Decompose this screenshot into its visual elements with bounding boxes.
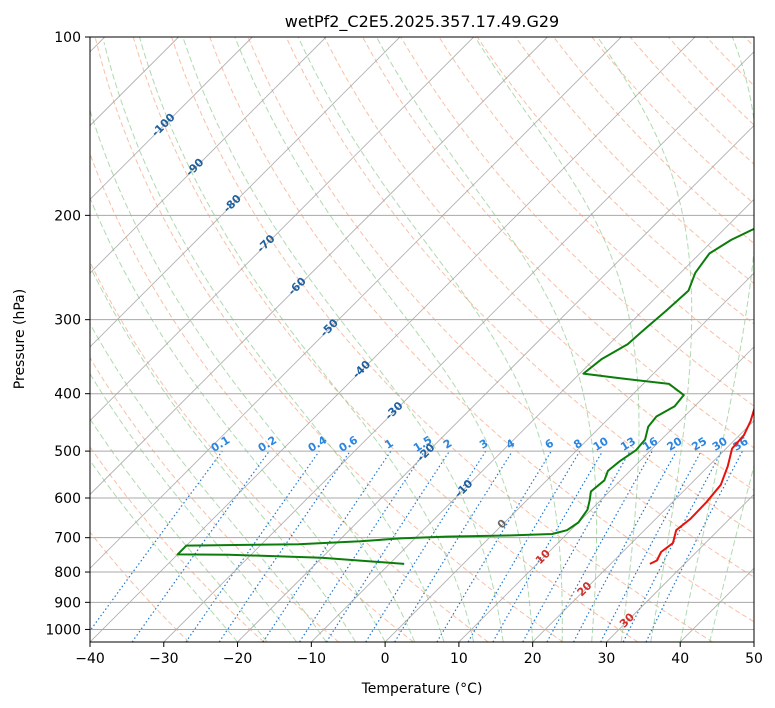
mixing-ratio-line <box>90 450 223 632</box>
x-tick-label: −30 <box>149 651 179 667</box>
dry-adiabat-line <box>209 37 754 623</box>
y-axis-label: Pressure (hPa) <box>12 289 28 389</box>
moist-adiabat-line <box>182 37 504 642</box>
mixing-ratio-line <box>546 450 653 642</box>
moist-adiabat-line <box>679 37 754 642</box>
moist-adiabat-line <box>597 37 693 642</box>
y-axis: 100 200 300 400 500 600 700 800 900 1000 <box>45 30 90 638</box>
plot-frame <box>89 36 755 643</box>
moist-adiabat-line <box>90 265 357 642</box>
temperature-profile-line <box>649 406 754 565</box>
dry-adiabat-line <box>438 37 754 366</box>
isotherm-line <box>90 37 548 496</box>
y-tick-label: 300 <box>54 313 81 329</box>
mixing-ratio-line <box>185 450 320 642</box>
isotherm-line <box>90 37 622 569</box>
isotherm-line <box>237 124 754 642</box>
y-tick-label: 800 <box>54 565 81 581</box>
isotherm-line <box>163 51 754 642</box>
mixing-ratio-line <box>394 450 513 642</box>
isotherm-line <box>90 37 474 422</box>
x-tick-label: −20 <box>223 651 253 667</box>
moist-adiabat-line <box>474 37 640 642</box>
isobars <box>90 37 754 630</box>
mixing-ratio-line <box>218 450 351 642</box>
mixing-ratio-line <box>522 450 631 642</box>
x-tick-label: 30 <box>598 651 616 667</box>
moist-adiabat-line <box>103 41 445 642</box>
moist-adiabat-line <box>297 37 563 642</box>
x-axis: −40 −30 −20 −10 0 10 20 30 40 50 <box>75 642 763 667</box>
dry-adiabats <box>90 37 754 642</box>
moist-adiabat-line <box>90 196 386 642</box>
dry-adiabat-line <box>171 37 713 642</box>
plot-area: 0.1 0.2 0.4 0.6 1 1.5 2 3 4 6 8 10 13 16 20 25 30 36 -100… <box>90 37 754 661</box>
mixing-ratio-line <box>325 450 451 642</box>
mixing-ratio-line <box>645 450 744 642</box>
isotherm-line <box>90 37 253 200</box>
isotherm-line <box>606 493 754 642</box>
x-tick-label: 50 <box>745 651 763 667</box>
isotherms <box>90 37 754 642</box>
y-tick-label: 900 <box>54 595 81 611</box>
x-axis-label: Temperature (°C) <box>361 681 483 697</box>
y-tick-label: 1000 <box>45 622 81 638</box>
x-tick-label: 20 <box>524 651 542 667</box>
y-tick-label: 100 <box>54 30 81 46</box>
isotherm-line <box>90 37 696 642</box>
dry-adiabat-line <box>90 152 489 642</box>
mixing-ratio-line <box>299 450 426 642</box>
moist-adiabat-line <box>90 459 238 642</box>
mixing-ratio-lines <box>90 450 744 642</box>
dewpoint-profile-line <box>176 227 754 565</box>
mixing-ratio-line <box>262 450 392 642</box>
dry-adiabat-line <box>323 37 754 491</box>
x-tick-label: 0 <box>381 651 390 667</box>
y-tick-label: 700 <box>54 531 81 547</box>
moist-adiabat-line <box>90 418 268 642</box>
dry-adiabat-line <box>94 37 564 642</box>
x-tick-label: 40 <box>671 651 689 667</box>
isotherm-line <box>458 346 754 642</box>
mixing-ratio-line <box>572 450 677 642</box>
isotherm-line <box>90 37 401 348</box>
x-tick-label: −10 <box>297 651 327 667</box>
dry-adiabat-line <box>90 531 190 642</box>
isotherm-line <box>90 37 327 274</box>
isotherm-line <box>311 198 754 642</box>
x-tick-label: 10 <box>450 651 468 667</box>
isotherm-line <box>384 272 754 642</box>
moist-adiabat-line <box>139 37 475 642</box>
moist-adiabat-line <box>234 37 534 642</box>
chart-title: wetPf2_C2E5.2025.357.17.49.G29 <box>285 12 559 32</box>
moist-adiabat-line <box>90 108 416 642</box>
isotherm-label: 40 <box>660 641 680 661</box>
x-tick-label: −40 <box>75 651 105 667</box>
y-tick-label: 400 <box>54 387 81 403</box>
dry-adiabat-line <box>132 37 639 642</box>
y-tick-label: 600 <box>54 491 81 507</box>
dry-adiabat-line <box>515 37 754 285</box>
mixing-ratio-line <box>131 450 270 642</box>
series-lines <box>176 227 754 565</box>
dry-adiabat-line <box>90 356 339 642</box>
isotherm-line <box>532 420 754 642</box>
dry-adiabat-line <box>90 446 265 642</box>
dry-adiabat-line <box>362 37 754 449</box>
y-tick-label: 200 <box>54 208 81 224</box>
y-tick-label: 500 <box>54 444 81 460</box>
